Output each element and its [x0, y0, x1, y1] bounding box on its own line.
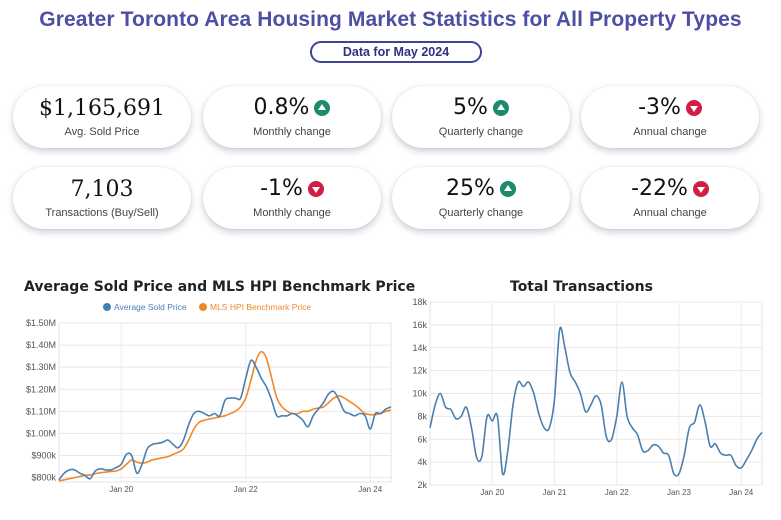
legend-marker — [103, 303, 111, 311]
y-tick-label: $1.30M — [26, 362, 56, 372]
transactions-chart: 2k 4k 6k 8k 10k 12k 14k 16k 18k Jan 20 Jan 21 Jan 2… — [412, 297, 763, 497]
price-chart: $800k $900k $1.00M $1.10M $1.20M $1.30M $1.40M… — [26, 302, 392, 494]
y-tick-label: $1.50M — [26, 318, 56, 328]
up-arrow-icon — [492, 99, 509, 116]
stat-value: -3% — [638, 95, 681, 120]
legend-marker — [199, 303, 207, 311]
y-tick-label: $800k — [31, 473, 56, 483]
x-tick-label: Jan 20 — [109, 485, 134, 494]
stat-label: Transactions (Buy/Sell) — [45, 207, 159, 219]
page-title: Greater Toronto Area Housing Market Stat… — [39, 8, 742, 31]
y-tick-label: 4k — [417, 457, 427, 467]
legend-label: Average Sold Price — [114, 302, 187, 312]
up-arrow-icon — [499, 180, 516, 197]
stat-value: $1,165,691 — [39, 96, 165, 121]
stat-label: Quarterly change — [438, 126, 524, 138]
down-arrow-icon — [685, 99, 702, 116]
transactions-annual-change-card: -22% Annual change — [581, 167, 759, 229]
plot-area — [58, 322, 392, 483]
y-tick-label: 6k — [417, 434, 427, 444]
stat-value: 0.8% — [253, 95, 310, 120]
y-tick-label: $900k — [31, 451, 56, 461]
price-monthly-change-card: 0.8% Monthly change — [203, 86, 381, 148]
up-arrow-icon — [314, 99, 331, 116]
y-tick-label: $1.10M — [26, 406, 56, 416]
stat-label: Annual change — [633, 207, 707, 219]
x-tick-label: Jan 23 — [667, 488, 692, 497]
y-tick-label: $1.00M — [26, 428, 56, 438]
mls-hpi-benchmark-price-line — [58, 350, 392, 482]
y-tick-label: 8k — [417, 411, 427, 421]
x-tick-label: Jan 22 — [234, 485, 259, 494]
x-tick-label: Jan 21 — [542, 488, 567, 497]
transactions-card: 7,103 Transactions (Buy/Sell) — [13, 167, 191, 229]
y-tick-label: 10k — [412, 389, 427, 399]
transactions-monthly-change-card: -1% Monthly change — [203, 167, 381, 229]
y-tick-label: $1.20M — [26, 384, 56, 394]
stat-value: 5% — [453, 95, 488, 120]
stat-label: Quarterly change — [438, 207, 524, 219]
average-sold-price-line — [58, 359, 392, 481]
y-tick-label: 2k — [417, 480, 427, 490]
stat-value: 7,103 — [70, 177, 134, 202]
stat-value: 25% — [446, 176, 495, 201]
y-tick-label: 12k — [412, 366, 427, 376]
x-tick-label: Jan 24 — [358, 485, 383, 494]
stat-label: Annual change — [633, 126, 707, 138]
avg-sold-price-card: $1,165,691 Avg. Sold Price — [13, 86, 191, 148]
x-tick-label: Jan 20 — [480, 488, 505, 497]
y-tick-label: $1.40M — [26, 340, 56, 350]
y-tick-label: 16k — [412, 320, 427, 330]
y-tick-label: 18k — [412, 297, 427, 307]
transactions-quarterly-change-card: 25% Quarterly change — [392, 167, 570, 229]
down-arrow-icon — [307, 180, 324, 197]
price-quarterly-change-card: 5% Quarterly change — [392, 86, 570, 148]
transactions-line — [429, 326, 763, 477]
stat-label: Avg. Sold Price — [64, 126, 140, 138]
stat-value: -22% — [631, 176, 688, 201]
price-annual-change-card: -3% Annual change — [581, 86, 759, 148]
stat-value: -1% — [260, 176, 303, 201]
down-arrow-icon — [692, 180, 709, 197]
date-badge: Data for May 2024 — [310, 41, 482, 63]
legend-label: MLS HPI Benchmark Price — [210, 302, 311, 312]
x-tick-label: Jan 24 — [729, 488, 754, 497]
stat-label: Monthly change — [253, 126, 331, 138]
x-tick-label: Jan 22 — [605, 488, 630, 497]
y-tick-label: 14k — [412, 343, 427, 353]
stat-label: Monthly change — [253, 207, 331, 219]
price-chart-title: Average Sold Price and MLS HPI Benchmark… — [24, 279, 416, 295]
transactions-chart-title: Total Transactions — [510, 279, 653, 295]
